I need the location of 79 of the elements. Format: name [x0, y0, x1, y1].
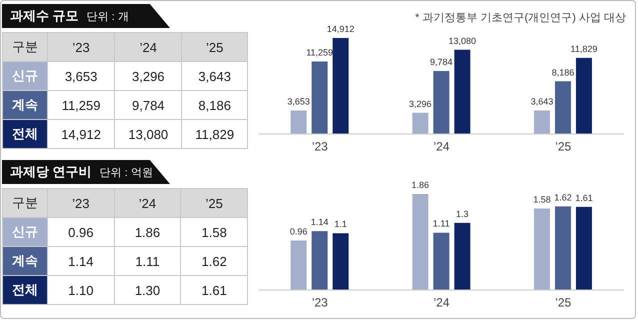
text: 단위 : 개	[86, 10, 129, 24]
category-label: ’23	[48, 32, 115, 62]
legend-label: 신규	[2, 62, 48, 90]
data-label: 1.10	[48, 276, 114, 304]
legend-title: 구분	[2, 188, 48, 218]
data-label: 11,259	[306, 48, 334, 58]
bar	[554, 81, 571, 134]
bar	[576, 206, 592, 290]
data-label: 1.11	[432, 218, 450, 229]
text: 과제당 연구비	[10, 163, 92, 181]
x-tick-label: ’24	[433, 296, 450, 310]
x-tick-label: ’25	[555, 140, 572, 154]
data-label: 3,296	[409, 98, 432, 109]
bar	[433, 232, 450, 290]
data-label: 13,080	[114, 120, 182, 148]
data-label: 3,653	[287, 96, 310, 106]
x-tick-label: ’25	[555, 296, 572, 310]
data-label: 1.62	[554, 192, 572, 202]
data-label: 1.58	[180, 218, 248, 246]
bar	[290, 240, 307, 290]
data-label: 1.62	[180, 246, 248, 276]
data-label: 3,653	[48, 62, 115, 90]
data-label: 0.96	[48, 218, 114, 246]
category-label: ’23	[48, 188, 114, 218]
data-label: 1.86	[114, 218, 181, 246]
data-label: 14,912	[48, 120, 115, 148]
bar	[576, 58, 592, 134]
x-tick-label: ’23	[312, 140, 328, 154]
legend-label: 전체	[2, 120, 48, 148]
bar	[554, 206, 571, 290]
data-label: 1.61	[180, 276, 248, 304]
data-label: 3,643	[530, 96, 554, 107]
x-tick-label: ’23	[312, 296, 328, 310]
data-label: 1.30	[114, 276, 181, 304]
bar	[412, 194, 428, 290]
legend-label: 계속	[2, 246, 48, 276]
bar	[312, 62, 328, 134]
category-label: ’25	[180, 188, 248, 218]
bar	[290, 110, 307, 134]
data-label: 1.3	[456, 208, 469, 219]
legend-label: 계속	[2, 90, 48, 120]
bar	[332, 233, 349, 290]
data-label: 13,080	[448, 36, 476, 46]
category-label: ’24	[114, 188, 181, 218]
category-label: ’24	[114, 32, 182, 62]
legend-label: 전체	[2, 276, 48, 304]
data-label: 8,186	[182, 90, 248, 120]
data-label: 9,784	[114, 90, 182, 120]
bar	[412, 112, 428, 134]
data-label: 11,829	[182, 120, 248, 148]
data-label: 1.14	[48, 246, 114, 276]
text: 단위 : 억원	[100, 166, 153, 180]
data-label: 11,829	[570, 44, 598, 54]
data-label: 1.58	[533, 194, 551, 204]
data-label: 8,186	[552, 67, 574, 78]
legend-label: 신규	[2, 218, 48, 246]
data-label: 1.14	[310, 217, 328, 228]
data-label: 1.86	[412, 180, 430, 190]
data-label: 9,784	[430, 57, 453, 68]
data-label: 0.96	[290, 226, 308, 236]
data-label: 1.11	[114, 246, 181, 276]
data-label: 11,259	[48, 90, 115, 120]
data-label: 14,912	[326, 24, 354, 34]
category-label: ’25	[182, 32, 248, 62]
data-label: 3,643	[182, 62, 248, 90]
bar	[534, 208, 550, 290]
bar	[454, 50, 470, 134]
text: 과제수 규모	[10, 7, 79, 25]
data-label: 1.1	[334, 219, 347, 230]
legend-title: 구분	[2, 32, 48, 62]
text: * 과기정통부 기초연구(개인연구) 사업 대상	[415, 11, 626, 25]
bar	[332, 38, 349, 134]
data-label: 3,296	[114, 62, 182, 90]
bar	[534, 110, 550, 134]
bar	[312, 231, 328, 290]
x-tick-label: ’24	[433, 140, 450, 154]
bar	[454, 222, 470, 290]
bar	[433, 71, 450, 134]
data-label: 1.61	[575, 192, 593, 203]
